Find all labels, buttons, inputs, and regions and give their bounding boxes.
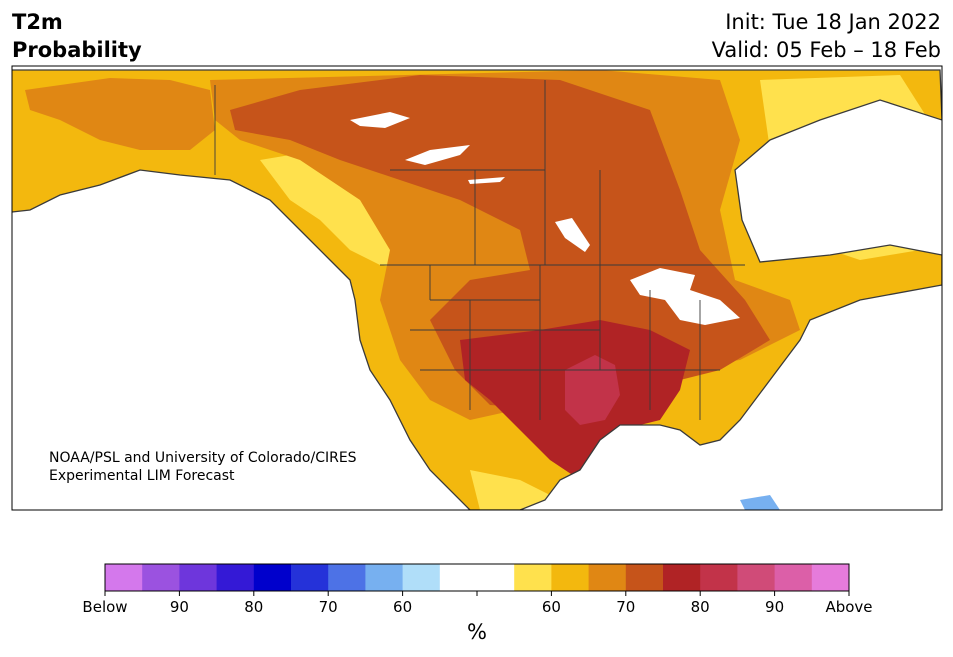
credit-line-1: NOAA/PSL and University of Colorado/CIRE… (49, 450, 357, 466)
colorbar-swatch (477, 564, 515, 591)
colorbar-swatch (365, 564, 404, 591)
colorbar-tick-label: 80 (244, 598, 264, 616)
colorbar-swatch (737, 564, 776, 591)
colorbar-swatch (551, 564, 590, 591)
forecast-dates: Init: Tue 18 Jan 2022 Valid: 05 Feb – 18… (712, 8, 941, 64)
colorbar-units: % (467, 620, 487, 644)
coastline (12, 69, 942, 510)
great-slave-lake (405, 145, 470, 165)
colorbar-swatch (253, 564, 292, 591)
init-date: Init: Tue 18 Jan 2022 (725, 10, 941, 34)
colorbar-tick-label: 60 (393, 598, 413, 616)
colorbar-tick-label: 90 (765, 598, 785, 616)
credit-line-2: Experimental LIM Forecast (49, 468, 235, 484)
colorbar-tick-label: 80 (690, 598, 710, 616)
great-bear-lake (350, 112, 410, 128)
colorbar-swatch (402, 564, 441, 591)
lake-athabasca (468, 177, 505, 184)
region-p70-alaska (25, 78, 215, 150)
colorbar-tick-label: Below (82, 598, 128, 616)
colorbar-swatch (216, 564, 255, 591)
colorbar-swatch (588, 564, 627, 591)
colorbar-tick-label: 70 (318, 598, 338, 616)
colorbar-swatch (774, 564, 813, 591)
colorbar-swatch (328, 564, 366, 591)
valid-range: Valid: 05 Feb – 18 Feb (711, 38, 941, 62)
cuba-below (740, 495, 780, 510)
colorbar-swatch (105, 564, 143, 591)
region-p85-oklahoma-texas (565, 355, 620, 425)
region-p60-mexico (470, 470, 560, 510)
credit-text: NOAA/PSL and University of Colorado/CIRE… (49, 449, 357, 485)
border-canada-provinces (390, 80, 601, 265)
colorbar-tick-label: 70 (616, 598, 636, 616)
great-lakes (630, 268, 740, 325)
colorbar-swatch (700, 564, 738, 591)
lakes (350, 112, 740, 325)
colorbar-tick-label: 90 (169, 598, 189, 616)
title-line-2: Probability (12, 38, 142, 62)
border-us-states (410, 265, 720, 420)
title-line-1: T2m (12, 10, 63, 34)
admin-borders (214, 80, 745, 420)
colorbar-swatch (179, 564, 218, 591)
colorbar-tick-label: 60 (541, 598, 561, 616)
colorbar-swatch (811, 564, 850, 591)
map-title: T2m Probability (12, 8, 142, 64)
region-p75-central (230, 75, 770, 410)
colorbar-swatch (142, 564, 180, 591)
colorbar-swatch (514, 564, 552, 591)
colorbar-tick-label: Above (825, 598, 873, 616)
lake-winnipeg (555, 218, 590, 252)
map-frame (11, 65, 943, 511)
colorbar-swatch (439, 564, 478, 591)
colorbar-swatch (663, 564, 701, 591)
colorbar-swatch (625, 564, 664, 591)
colorbar-swatch (291, 564, 329, 591)
